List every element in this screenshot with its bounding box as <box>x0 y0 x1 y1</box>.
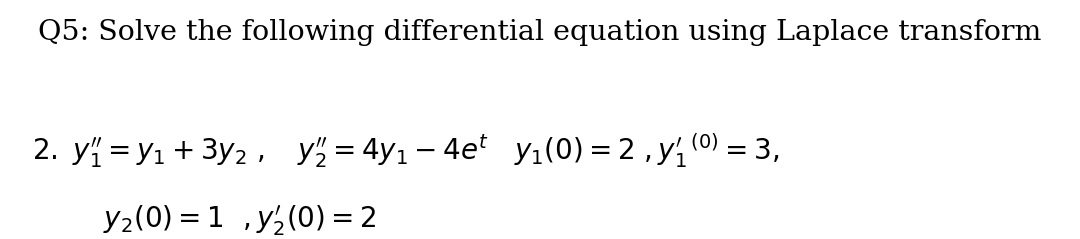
Text: Q5: Solve the following differential equation using Laplace transform: Q5: Solve the following differential equ… <box>38 19 1042 46</box>
Text: $y_2(0) = 1\ \ ,y_2'(0) = 2$: $y_2(0) = 1\ \ ,y_2'(0) = 2$ <box>103 203 376 238</box>
Text: $2.\ y_1'' = y_1 + 3y_2\ ,\quad y_2'' = 4y_1 - 4e^t\quad y_1(0) = 2\ ,y_1'^{\,(0: $2.\ y_1'' = y_1 + 3y_2\ ,\quad y_2'' = … <box>32 131 780 170</box>
